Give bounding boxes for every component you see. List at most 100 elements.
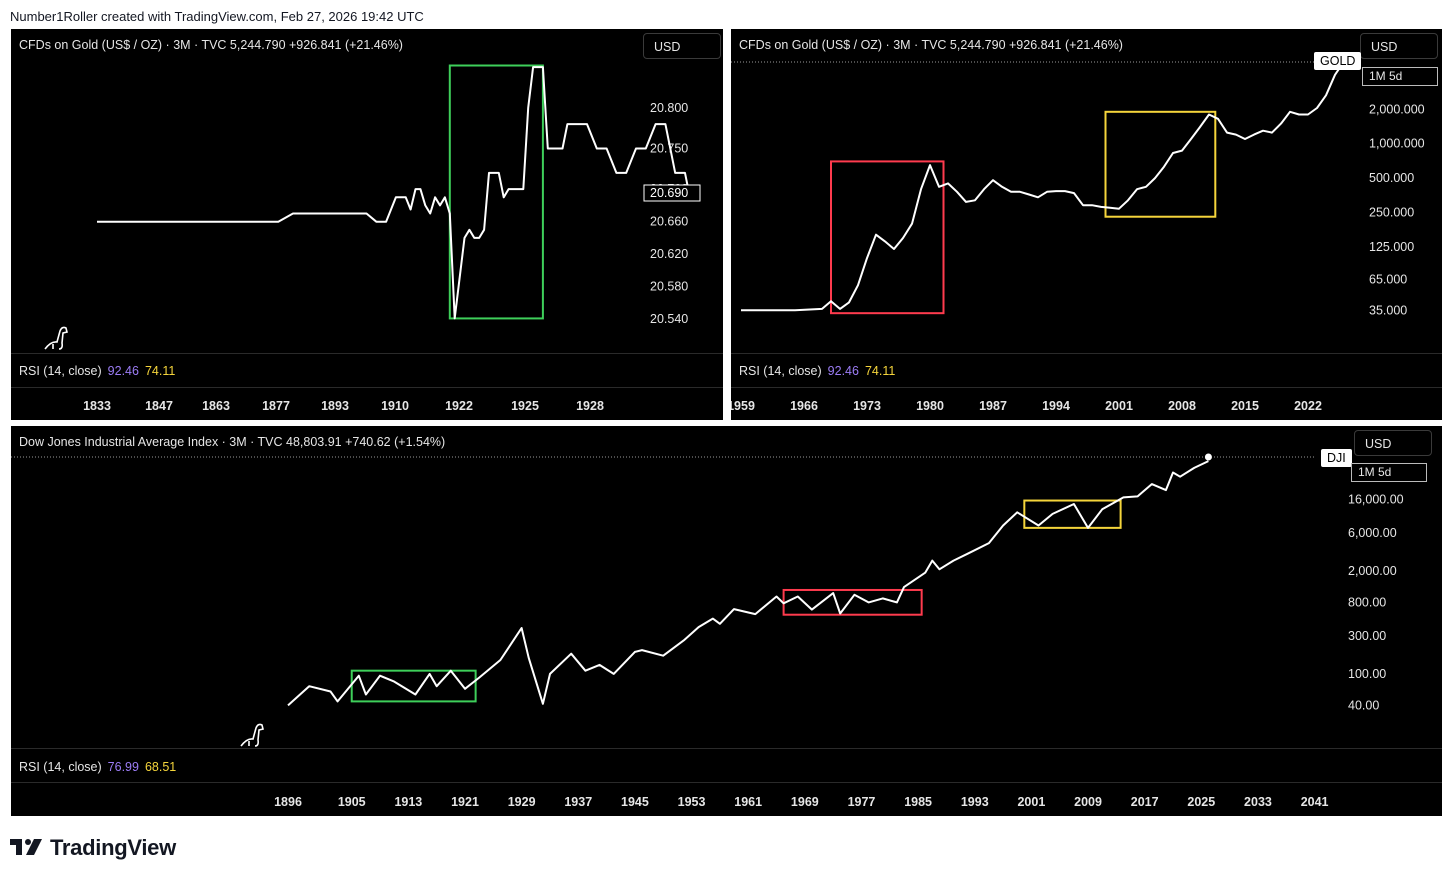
x-tick-label: 1925 [511,399,539,413]
pane-separator [11,748,1442,749]
rsi-label: RSI (14, close) [19,760,102,774]
x-tick-label: 1893 [321,399,349,413]
gold-modern-header: CFDs on Gold (US$ / OZ) · 3M · TVC 5,244… [739,38,1123,52]
x-tick-label: 1905 [338,795,366,809]
dji-header: Dow Jones Industrial Average Index · 3M … [19,435,446,449]
symbol-label: DJI [1321,449,1352,467]
x-tick-label: 1993 [961,795,989,809]
x-tick-label: 2022 [1294,399,1322,413]
y-tick-label: 20.800 [650,101,688,115]
y-tick-label: 20.750 [650,141,688,155]
y-tick-label: 2,000.00 [1348,564,1397,578]
rsi-value-1: 76.99 [107,760,139,774]
x-tick-label: 2015 [1231,399,1259,413]
x-tick-label: 1977 [848,795,876,809]
dinosaur-icon [240,723,264,747]
x-tick-label: 1847 [145,399,173,413]
highlight-box-yellow [1104,110,1217,218]
rsi-legend: RSI (14, close) 92.46 74.11 [19,364,175,378]
currency-button[interactable]: USD [643,33,721,59]
currency-button[interactable]: USD [1360,33,1438,59]
currency-button[interactable]: USD [1354,430,1432,456]
x-tick-label: 1961 [734,795,762,809]
pane-separator [11,353,723,354]
dji-chart: 16,000.00 6,000.00 2,000.00 800.00 300.00 100… [11,453,1404,809]
x-tick-label: 1973 [853,399,881,413]
x-tick-label: 1928 [576,399,604,413]
y-tick-label: 100.00 [1348,667,1386,681]
x-tick-label: 1987 [979,399,1007,413]
x-tick-label: 1922 [445,399,473,413]
interval-label: 1M 5d [1362,67,1438,86]
y-tick-label: 300.00 [1348,629,1386,643]
y-tick-label: 40.00 [1348,698,1379,712]
pane-separator [11,782,1442,783]
highlight-box-yellow [1023,499,1122,529]
y-tick-label: 1,000.000 [1369,137,1425,151]
rsi-value-2: 74.11 [144,364,176,378]
y-tick-label: 65.000 [1369,272,1407,286]
price-series-line [741,60,1345,312]
dinosaur-icon-shape [240,723,264,747]
y-tick-label: 125.000 [1369,240,1414,254]
brand-text: TradingView [50,835,176,860]
gold-modern-panel: CFDs on Gold (US$ / OZ) · 3M · TVC 5,244… [731,29,1442,420]
last-price-box [643,184,701,202]
last-price-label: 20.690 [650,186,688,200]
highlight-box-green [448,64,544,320]
x-tick-label: 1966 [790,399,818,413]
x-tick-label: 2025 [1187,795,1215,809]
x-tick-label: 1910 [381,399,409,413]
dinosaur-icon-shape [44,326,68,350]
highlight-box-green [350,669,477,703]
pane-separator [11,387,723,388]
x-tick-label: 2001 [1017,795,1045,809]
last-price-dot [1204,453,1212,461]
x-tick-label: 1896 [274,795,302,809]
x-tick-label: 1985 [904,795,932,809]
y-tick-label: 2,000.000 [1369,102,1425,116]
y-tick-label: 16,000.00 [1348,492,1404,506]
dji-panel: Dow Jones Industrial Average Index · 3M … [11,426,1442,816]
symbol-label: GOLD [1314,52,1362,70]
x-tick-label: 1980 [916,399,944,413]
dinosaur-icon [44,326,68,350]
y-tick-label: 6,000.00 [1348,526,1397,540]
y-tick-label: 20.660 [650,215,688,229]
x-tick-label: 2008 [1168,399,1196,413]
x-tick-label: 1833 [83,399,111,413]
rsi-value-1: 92.46 [107,364,139,378]
x-tick-label: 1969 [791,795,819,809]
y-tick-label: 20.540 [650,312,688,326]
pane-separator [731,353,1442,354]
x-tick-label: 1929 [508,795,536,809]
gold-early-header: CFDs on Gold (US$ / OZ) · 3M · TVC 5,244… [19,38,403,52]
x-tick-label: 1937 [564,795,592,809]
y-tick-label: 500.000 [1369,171,1414,185]
gold-modern-chart: 2,000.000 1,000.000 500.000 250.000 125.000 6… [731,60,1425,413]
x-tick-label: 2001 [1105,399,1133,413]
rsi-label: RSI (14, close) [739,364,822,378]
pane-separator [731,387,1442,388]
gold-early-chart: 20.80020.75020.70020.66020.62020.58020.5… [44,64,701,413]
y-tick-label: 250.000 [1369,206,1414,220]
x-tick-label: 1953 [678,795,706,809]
price-series-line [287,460,1209,707]
x-tick-label: 1994 [1042,399,1070,413]
x-tick-label: 2033 [1244,795,1272,809]
tradingview-logo: TradingView [10,835,176,861]
x-tick-label: 2041 [1301,795,1329,809]
rsi-value-2: 74.11 [864,364,896,378]
rsi-legend: RSI (14, close) 92.46 74.11 [739,364,895,378]
rsi-value-2: 68.51 [144,760,177,774]
gold-early-panel: CFDs on Gold (US$ / OZ) · 3M · TVC 5,244… [11,29,723,420]
y-tick-label: 800.00 [1348,595,1386,609]
rsi-label: RSI (14, close) [19,364,102,378]
x-tick-label: 2017 [1131,795,1159,809]
x-tick-label: 1913 [394,795,422,809]
y-tick-label: 35.000 [1369,303,1407,317]
rsi-legend: RSI (14, close) 76.99 68.51 [19,760,176,774]
x-tick-label: 1863 [202,399,230,413]
y-tick-label: 20.620 [650,247,688,261]
x-tick-label: 1959 [731,399,755,413]
